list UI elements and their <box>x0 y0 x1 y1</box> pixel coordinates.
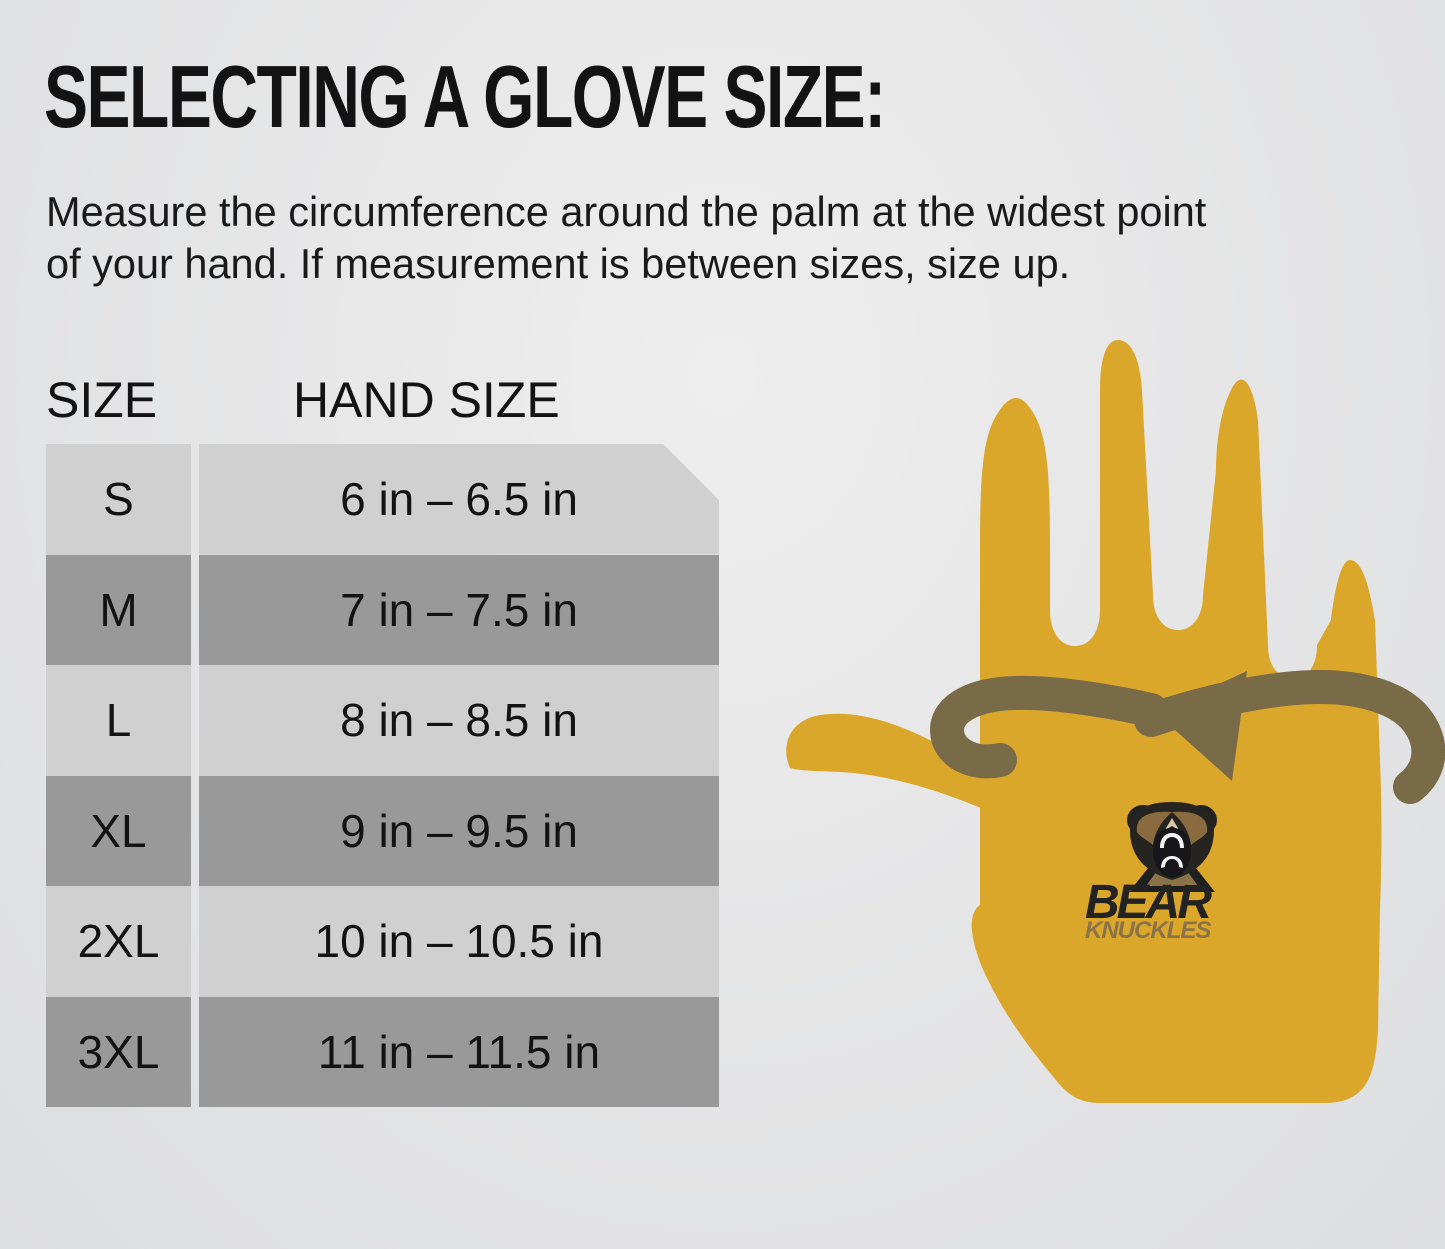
svg-text:KNUCKLES: KNUCKLES <box>1085 917 1211 940</box>
